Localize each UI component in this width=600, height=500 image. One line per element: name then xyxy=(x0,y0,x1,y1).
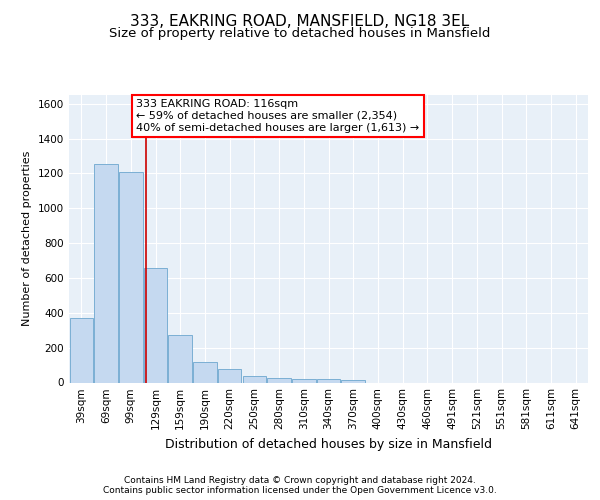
Bar xyxy=(268,378,291,382)
Bar xyxy=(169,336,192,382)
Bar xyxy=(144,268,167,382)
Bar xyxy=(193,362,217,382)
Text: 333 EAKRING ROAD: 116sqm
← 59% of detached houses are smaller (2,354)
40% of sem: 333 EAKRING ROAD: 116sqm ← 59% of detach… xyxy=(136,100,420,132)
Text: Contains public sector information licensed under the Open Government Licence v3: Contains public sector information licen… xyxy=(103,486,497,495)
Text: 333, EAKRING ROAD, MANSFIELD, NG18 3EL: 333, EAKRING ROAD, MANSFIELD, NG18 3EL xyxy=(130,14,470,29)
Text: Contains HM Land Registry data © Crown copyright and database right 2024.: Contains HM Land Registry data © Crown c… xyxy=(124,476,476,485)
Y-axis label: Number of detached properties: Number of detached properties xyxy=(22,151,32,326)
Bar xyxy=(70,318,93,382)
Bar xyxy=(242,376,266,382)
Bar xyxy=(317,379,340,382)
Bar xyxy=(218,370,241,382)
X-axis label: Distribution of detached houses by size in Mansfield: Distribution of detached houses by size … xyxy=(165,438,492,451)
Text: Size of property relative to detached houses in Mansfield: Size of property relative to detached ho… xyxy=(109,28,491,40)
Bar xyxy=(94,164,118,382)
Bar xyxy=(119,172,143,382)
Bar xyxy=(341,380,365,382)
Bar xyxy=(292,379,316,382)
